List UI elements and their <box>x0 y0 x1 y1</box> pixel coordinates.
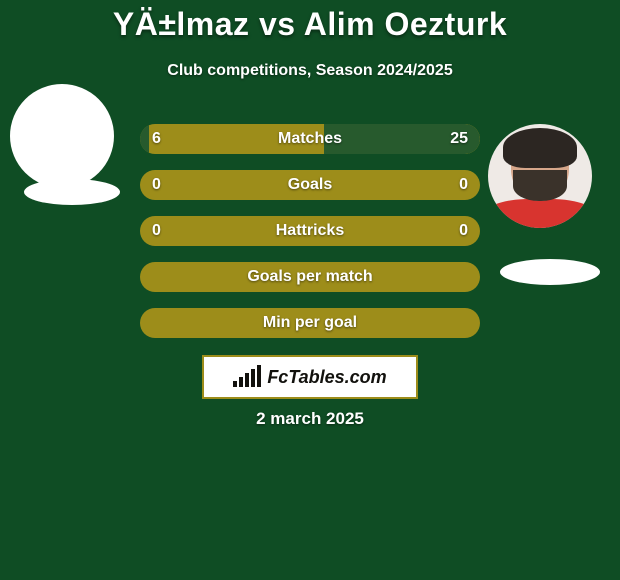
stat-track <box>140 262 480 292</box>
stat-track <box>140 216 480 246</box>
stat-value-left: 0 <box>152 222 161 240</box>
stat-row: Matches625 <box>140 124 480 154</box>
stat-value-right: 0 <box>459 176 468 194</box>
stat-row: Hattricks00 <box>140 216 480 246</box>
stat-track <box>140 170 480 200</box>
comparison-card: YÄ±lmaz vs Alim Oezturk Club competition… <box>0 0 620 580</box>
stat-row: Goals per match <box>140 262 480 292</box>
stat-value-left: 6 <box>152 130 161 148</box>
shadow-ellipse-left <box>24 179 120 205</box>
stat-track <box>140 308 480 338</box>
bars-icon <box>233 367 261 387</box>
stat-row: Goals00 <box>140 170 480 200</box>
shadow-ellipse-right <box>500 259 600 285</box>
branding-text: FcTables.com <box>267 367 386 388</box>
update-date: 2 march 2025 <box>0 409 620 429</box>
page-title: YÄ±lmaz vs Alim Oezturk <box>0 6 620 43</box>
stat-fill-left <box>140 124 149 154</box>
stat-value-right: 0 <box>459 222 468 240</box>
stat-value-right: 25 <box>450 130 468 148</box>
subtitle: Club competitions, Season 2024/2025 <box>0 62 620 80</box>
stat-row: Min per goal <box>140 308 480 338</box>
stat-value-left: 0 <box>152 176 161 194</box>
player-right-avatar <box>488 124 592 228</box>
stat-bars: Matches625Goals00Hattricks00Goals per ma… <box>140 124 480 338</box>
avatar-shirt <box>488 199 592 228</box>
avatar-hair <box>503 128 578 168</box>
branding-box: FcTables.com <box>202 355 418 399</box>
player-left-avatar <box>10 84 114 188</box>
avatar-beard <box>513 170 567 201</box>
